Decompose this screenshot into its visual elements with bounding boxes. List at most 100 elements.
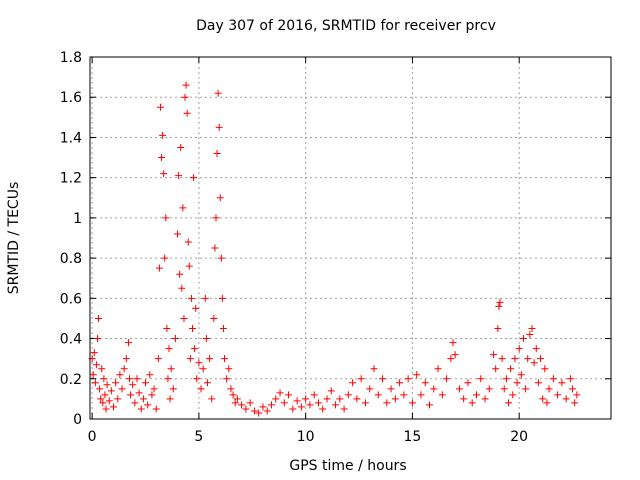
data-point [336,395,344,403]
data-point [524,355,532,363]
data-point [537,355,545,363]
data-point [238,401,246,409]
y-tick-label: 1.6 [60,90,82,106]
data-point [522,385,530,393]
data-point [127,391,135,399]
data-point [155,264,163,272]
data-point [114,395,122,403]
data-point [148,391,156,399]
data-point [571,399,579,407]
x-tick-label: 20 [510,429,528,445]
x-tick-label: 10 [297,429,315,445]
data-point [156,103,164,111]
data-point [477,375,485,383]
data-point [246,399,254,407]
data-point [396,379,404,387]
data-point [302,395,310,403]
data-point [160,170,168,178]
data-point [174,230,182,238]
data-point [464,379,472,387]
data-point [181,93,189,101]
data-point [169,385,177,393]
data-point [379,375,387,383]
data-point [408,399,416,407]
y-tick-label: 1.4 [60,130,82,146]
data-point [545,385,553,393]
data-point [120,365,128,373]
data-point [272,395,280,403]
data-point [353,395,361,403]
data-point [349,379,357,387]
data-point [229,391,237,399]
data-point [167,365,175,373]
data-point [225,365,233,373]
data-point [131,399,139,407]
data-point [532,345,540,353]
data-point [107,387,115,395]
data-point [102,405,110,413]
data-point [192,304,200,312]
axis-ticks: 0 0.2 0.4 0.6 0.8 1 1.2 1.4 1.6 1.8 0 5 10 15 20 [60,50,611,445]
data-point [109,403,117,411]
y-tick-label: 1.2 [60,171,82,187]
data-point [530,359,538,367]
y-tick-label: 0 [73,412,82,428]
data-point [340,405,348,413]
data-point [90,349,98,357]
y-tick-label: 0.4 [60,332,82,348]
data-point [285,391,293,399]
data-point [98,365,106,373]
data-point [139,395,147,403]
data-point [517,371,525,379]
data-point [494,325,502,332]
data-point [176,270,184,278]
data-point [219,325,227,332]
data-point [126,375,134,383]
data-point [223,375,231,383]
data-point [144,401,152,409]
data-point [122,355,130,363]
data-point [212,214,220,222]
data-point [280,399,288,407]
data-point [481,395,489,403]
data-point [519,335,527,343]
data-point [344,391,352,399]
data-point [142,379,150,387]
y-tick-label: 0.2 [60,372,82,388]
data-point [210,314,218,322]
data-point [562,395,570,403]
data-point [193,375,201,383]
data-point [199,365,207,373]
data-point [159,131,167,139]
data-point [179,204,187,212]
data-point [171,335,179,343]
y-tick-label: 0.6 [60,291,82,307]
data-point [566,375,574,383]
data-point [233,395,241,403]
data-point [178,284,186,292]
data-point [195,359,203,367]
y-tick-label: 1 [73,211,82,227]
x-tick-label: 15 [404,429,422,445]
data-point [162,214,170,222]
data-point [263,407,271,415]
data-point [191,345,199,353]
data-point [297,403,305,411]
data-point [310,391,318,399]
data-point [438,391,446,399]
data-point [154,355,162,363]
data-point [231,399,239,407]
data-point [129,381,137,389]
data-point [118,385,126,393]
data-point [183,109,191,117]
data-point [276,389,284,397]
data-point [490,351,498,359]
data-point [383,399,391,407]
data-point [99,399,107,407]
data-point [103,381,111,389]
data-point [133,375,141,383]
data-point [495,302,503,310]
plot-frame [89,56,612,420]
data-point [569,385,577,393]
data-point [327,387,335,395]
